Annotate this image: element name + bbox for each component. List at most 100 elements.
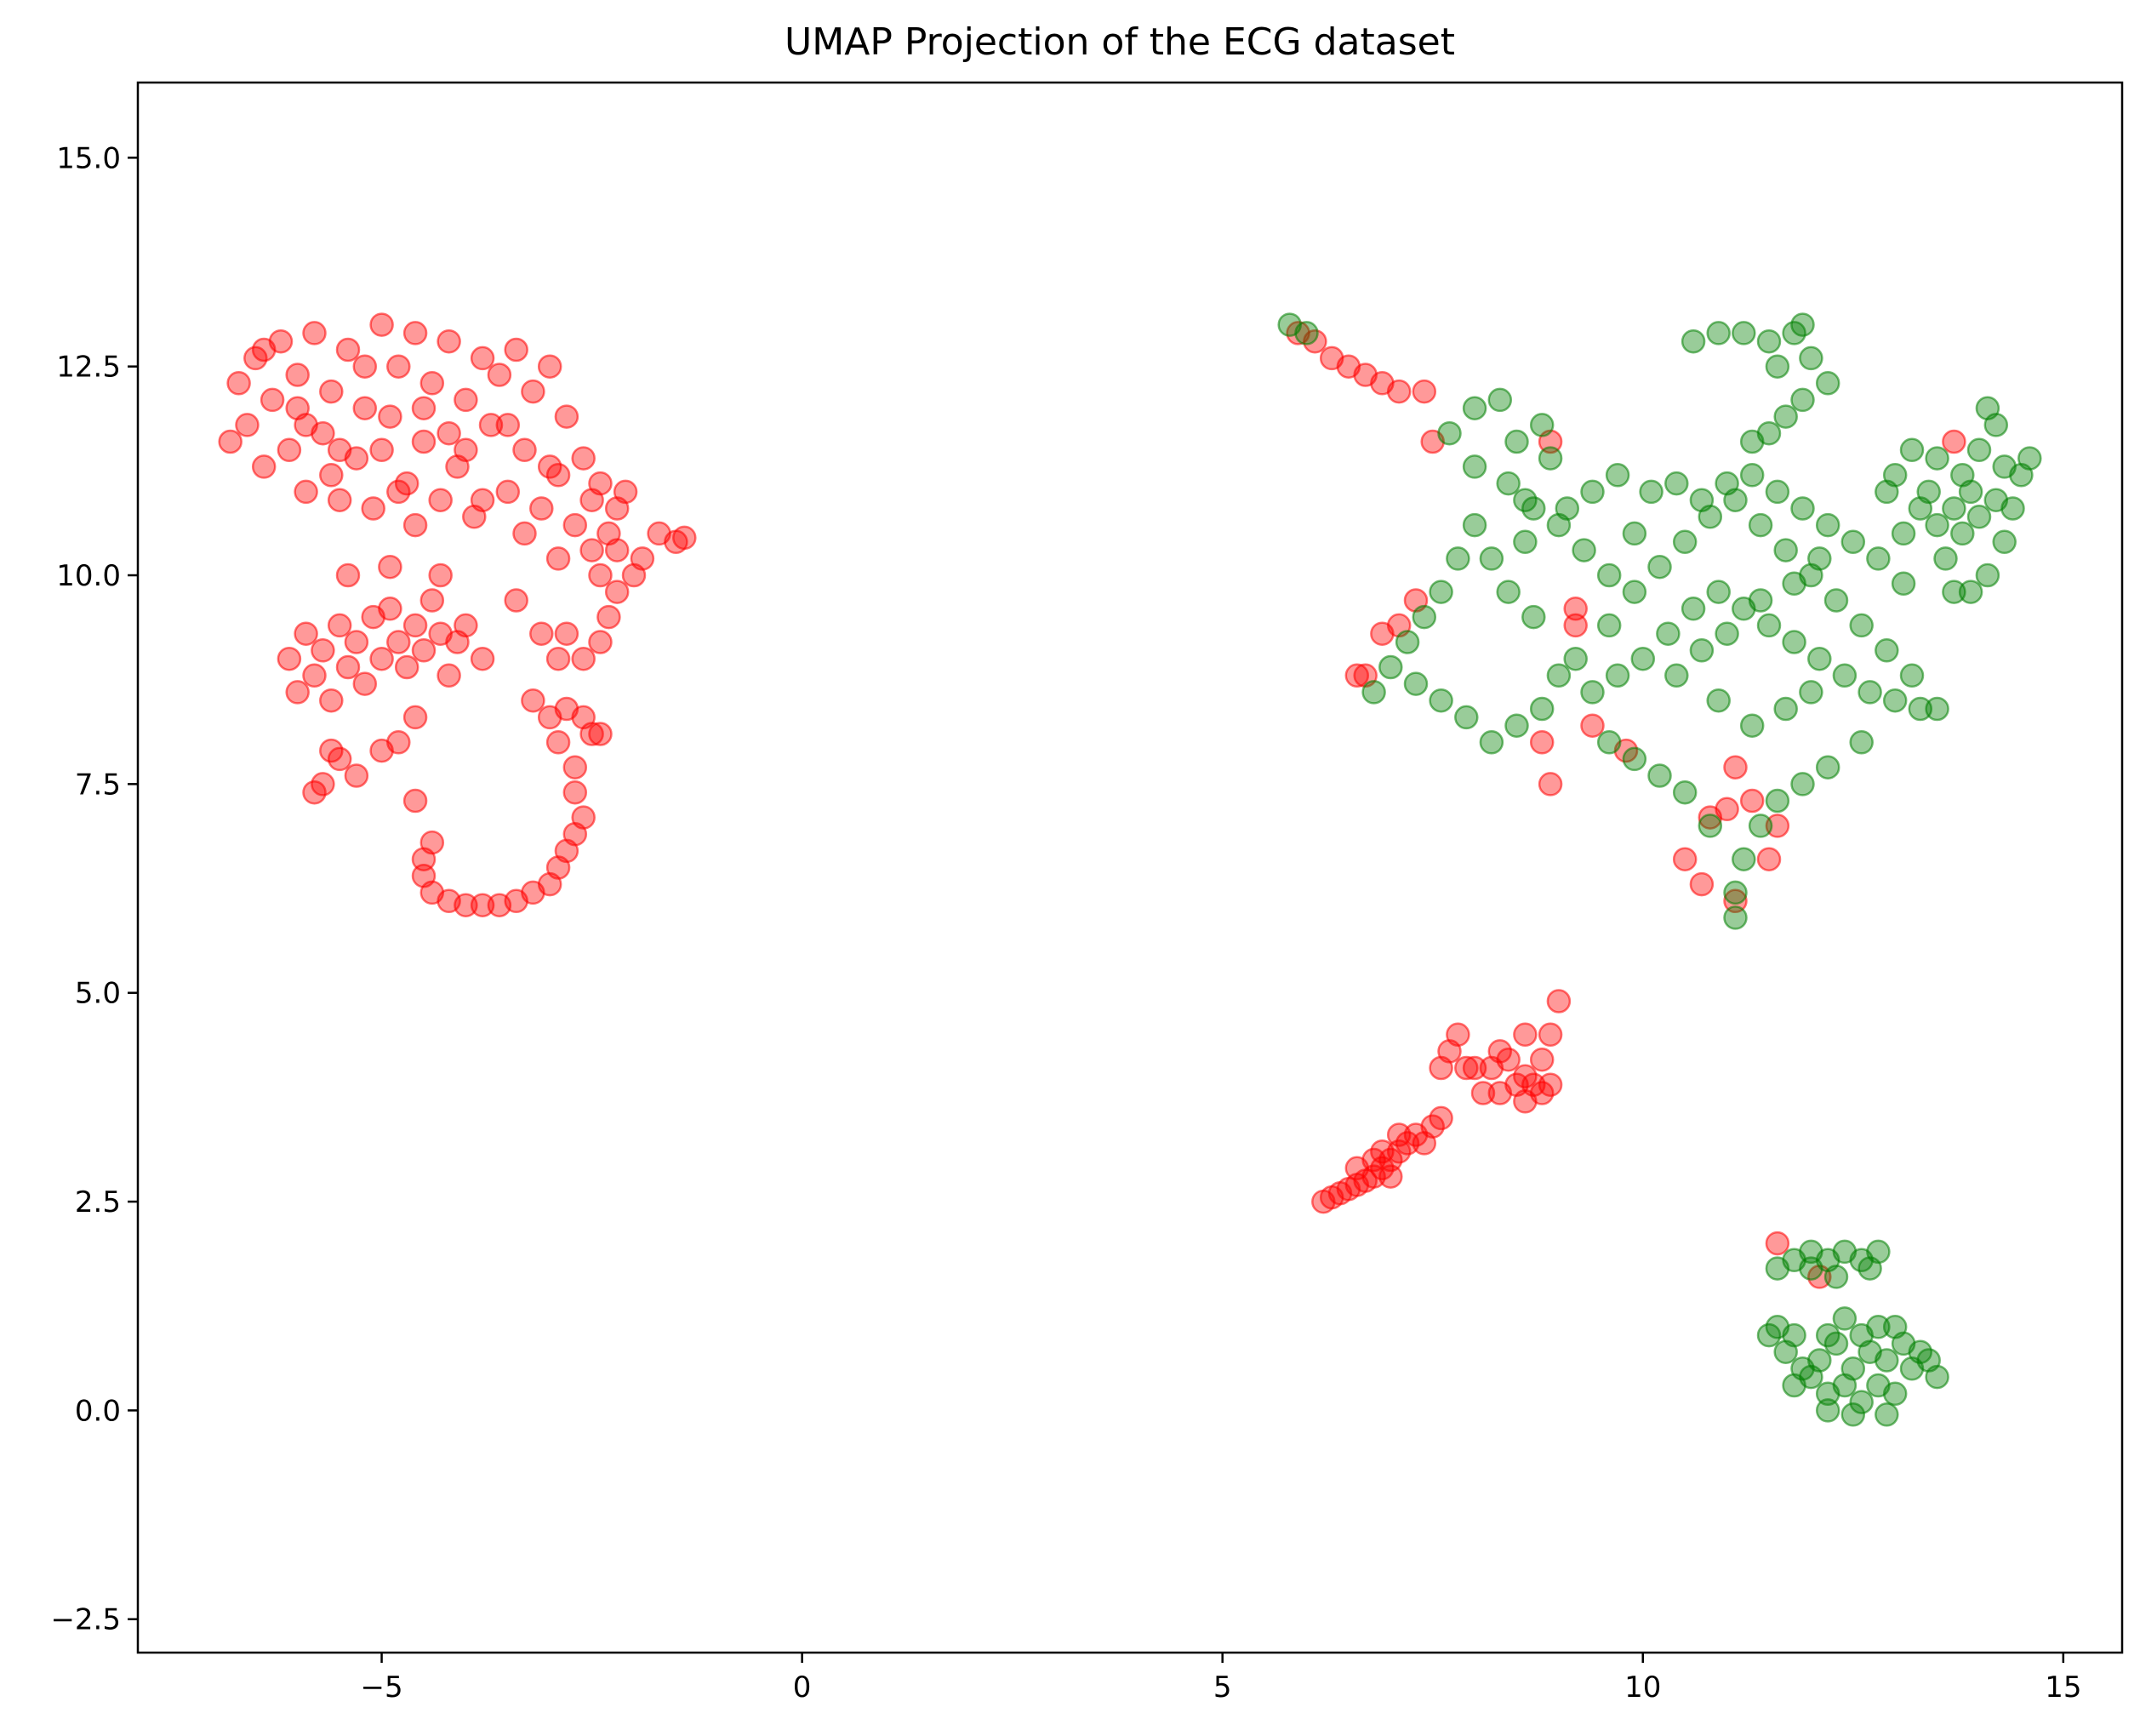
data-point: [1672, 779, 1698, 805]
data-point: [529, 621, 554, 646]
data-point: [1807, 546, 1832, 571]
data-point: [1899, 437, 1925, 463]
data-point: [470, 893, 495, 917]
data-point: [571, 646, 596, 671]
data-point: [1521, 496, 1546, 521]
data-point: [1908, 496, 1933, 521]
data-point: [1832, 663, 1858, 688]
data-point: [1706, 688, 1731, 713]
data-point: [579, 722, 604, 746]
data-point: [294, 413, 318, 437]
data-point: [562, 755, 588, 779]
data-point: [419, 830, 445, 855]
data-point: [369, 437, 394, 463]
data-point: [1966, 505, 1992, 529]
data-point: [588, 562, 613, 588]
data-point: [1429, 688, 1453, 713]
data-point: [1815, 512, 1840, 538]
data-point: [1630, 646, 1656, 671]
data-point: [285, 363, 310, 387]
data-point: [1933, 546, 1958, 571]
data-point: [285, 680, 310, 705]
data-point: [1689, 488, 1715, 512]
data-point: [1773, 538, 1798, 562]
data-point: [327, 613, 352, 638]
data-point: [1840, 529, 1866, 555]
data-point: [571, 446, 596, 471]
data-point: [545, 730, 571, 755]
data-point: [1715, 621, 1739, 646]
data-point: [1412, 379, 1437, 404]
data-point: [1580, 479, 1605, 505]
data-point: [1983, 413, 2009, 437]
data-point: [1815, 755, 1840, 779]
data-point: [1790, 387, 1815, 413]
data-point: [487, 893, 512, 917]
data-point: [1823, 1265, 1849, 1289]
data-point: [1790, 772, 1815, 797]
data-point: [554, 404, 579, 429]
data-point: [1470, 1081, 1496, 1105]
data-point: [1563, 613, 1588, 638]
y-tick-label: 2.5: [75, 1185, 121, 1219]
data-point: [352, 354, 378, 379]
data-point: [226, 371, 251, 396]
data-point: [1858, 680, 1882, 705]
data-point: [1773, 404, 1798, 429]
y-tick-label: −2.5: [50, 1603, 121, 1637]
data-point: [1504, 713, 1529, 738]
data-point: [495, 479, 521, 505]
data-point: [1664, 471, 1689, 496]
data-point: [311, 772, 335, 797]
data-point: [260, 387, 285, 413]
data-point: [562, 512, 588, 538]
x-tick-label: 10: [1624, 1670, 1661, 1705]
data-point: [1361, 680, 1386, 705]
data-point: [1782, 630, 1806, 654]
data-point: [235, 413, 260, 437]
data-point: [521, 688, 545, 713]
data-point: [1799, 1256, 1823, 1281]
data-point: [1378, 1164, 1403, 1189]
data-point: [1622, 746, 1647, 772]
data-point: [428, 488, 453, 512]
data-point: [1799, 680, 1823, 705]
data-point: [402, 512, 428, 538]
x-tick-label: −5: [360, 1670, 402, 1705]
data-point: [386, 730, 411, 755]
data-point: [454, 437, 478, 463]
data-point: [1723, 888, 1748, 914]
data-point: [545, 646, 571, 671]
data-point: [327, 437, 352, 463]
series-0: [218, 312, 1966, 1289]
data-point: [1639, 479, 1663, 505]
data-point: [1395, 630, 1420, 654]
data-point: [218, 429, 243, 454]
data-point: [1672, 529, 1698, 555]
y-tick-label: 5.0: [75, 977, 121, 1011]
data-point: [1875, 638, 1899, 663]
data-point: [411, 429, 437, 454]
data-point: [1790, 496, 1815, 521]
data-point: [1605, 463, 1630, 488]
data-point: [1496, 580, 1521, 604]
data-point: [470, 345, 495, 371]
data-point: [411, 864, 437, 888]
data-point: [1538, 446, 1563, 471]
data-point: [588, 630, 613, 654]
data-point: [1555, 496, 1580, 521]
data-point: [402, 613, 428, 638]
data-point: [1925, 446, 1949, 471]
data-point: [1378, 654, 1403, 680]
data-point: [1765, 479, 1790, 505]
data-point: [1849, 1390, 1874, 1414]
data-point: [386, 479, 411, 505]
data-point: [1748, 814, 1773, 838]
data-point: [512, 521, 537, 546]
data-point: [1739, 429, 1765, 454]
data-point: [437, 328, 461, 354]
data-point: [1799, 345, 1823, 371]
x-tick-label: 5: [1213, 1670, 1232, 1705]
data-point: [327, 488, 352, 512]
data-point: [1496, 1047, 1521, 1072]
